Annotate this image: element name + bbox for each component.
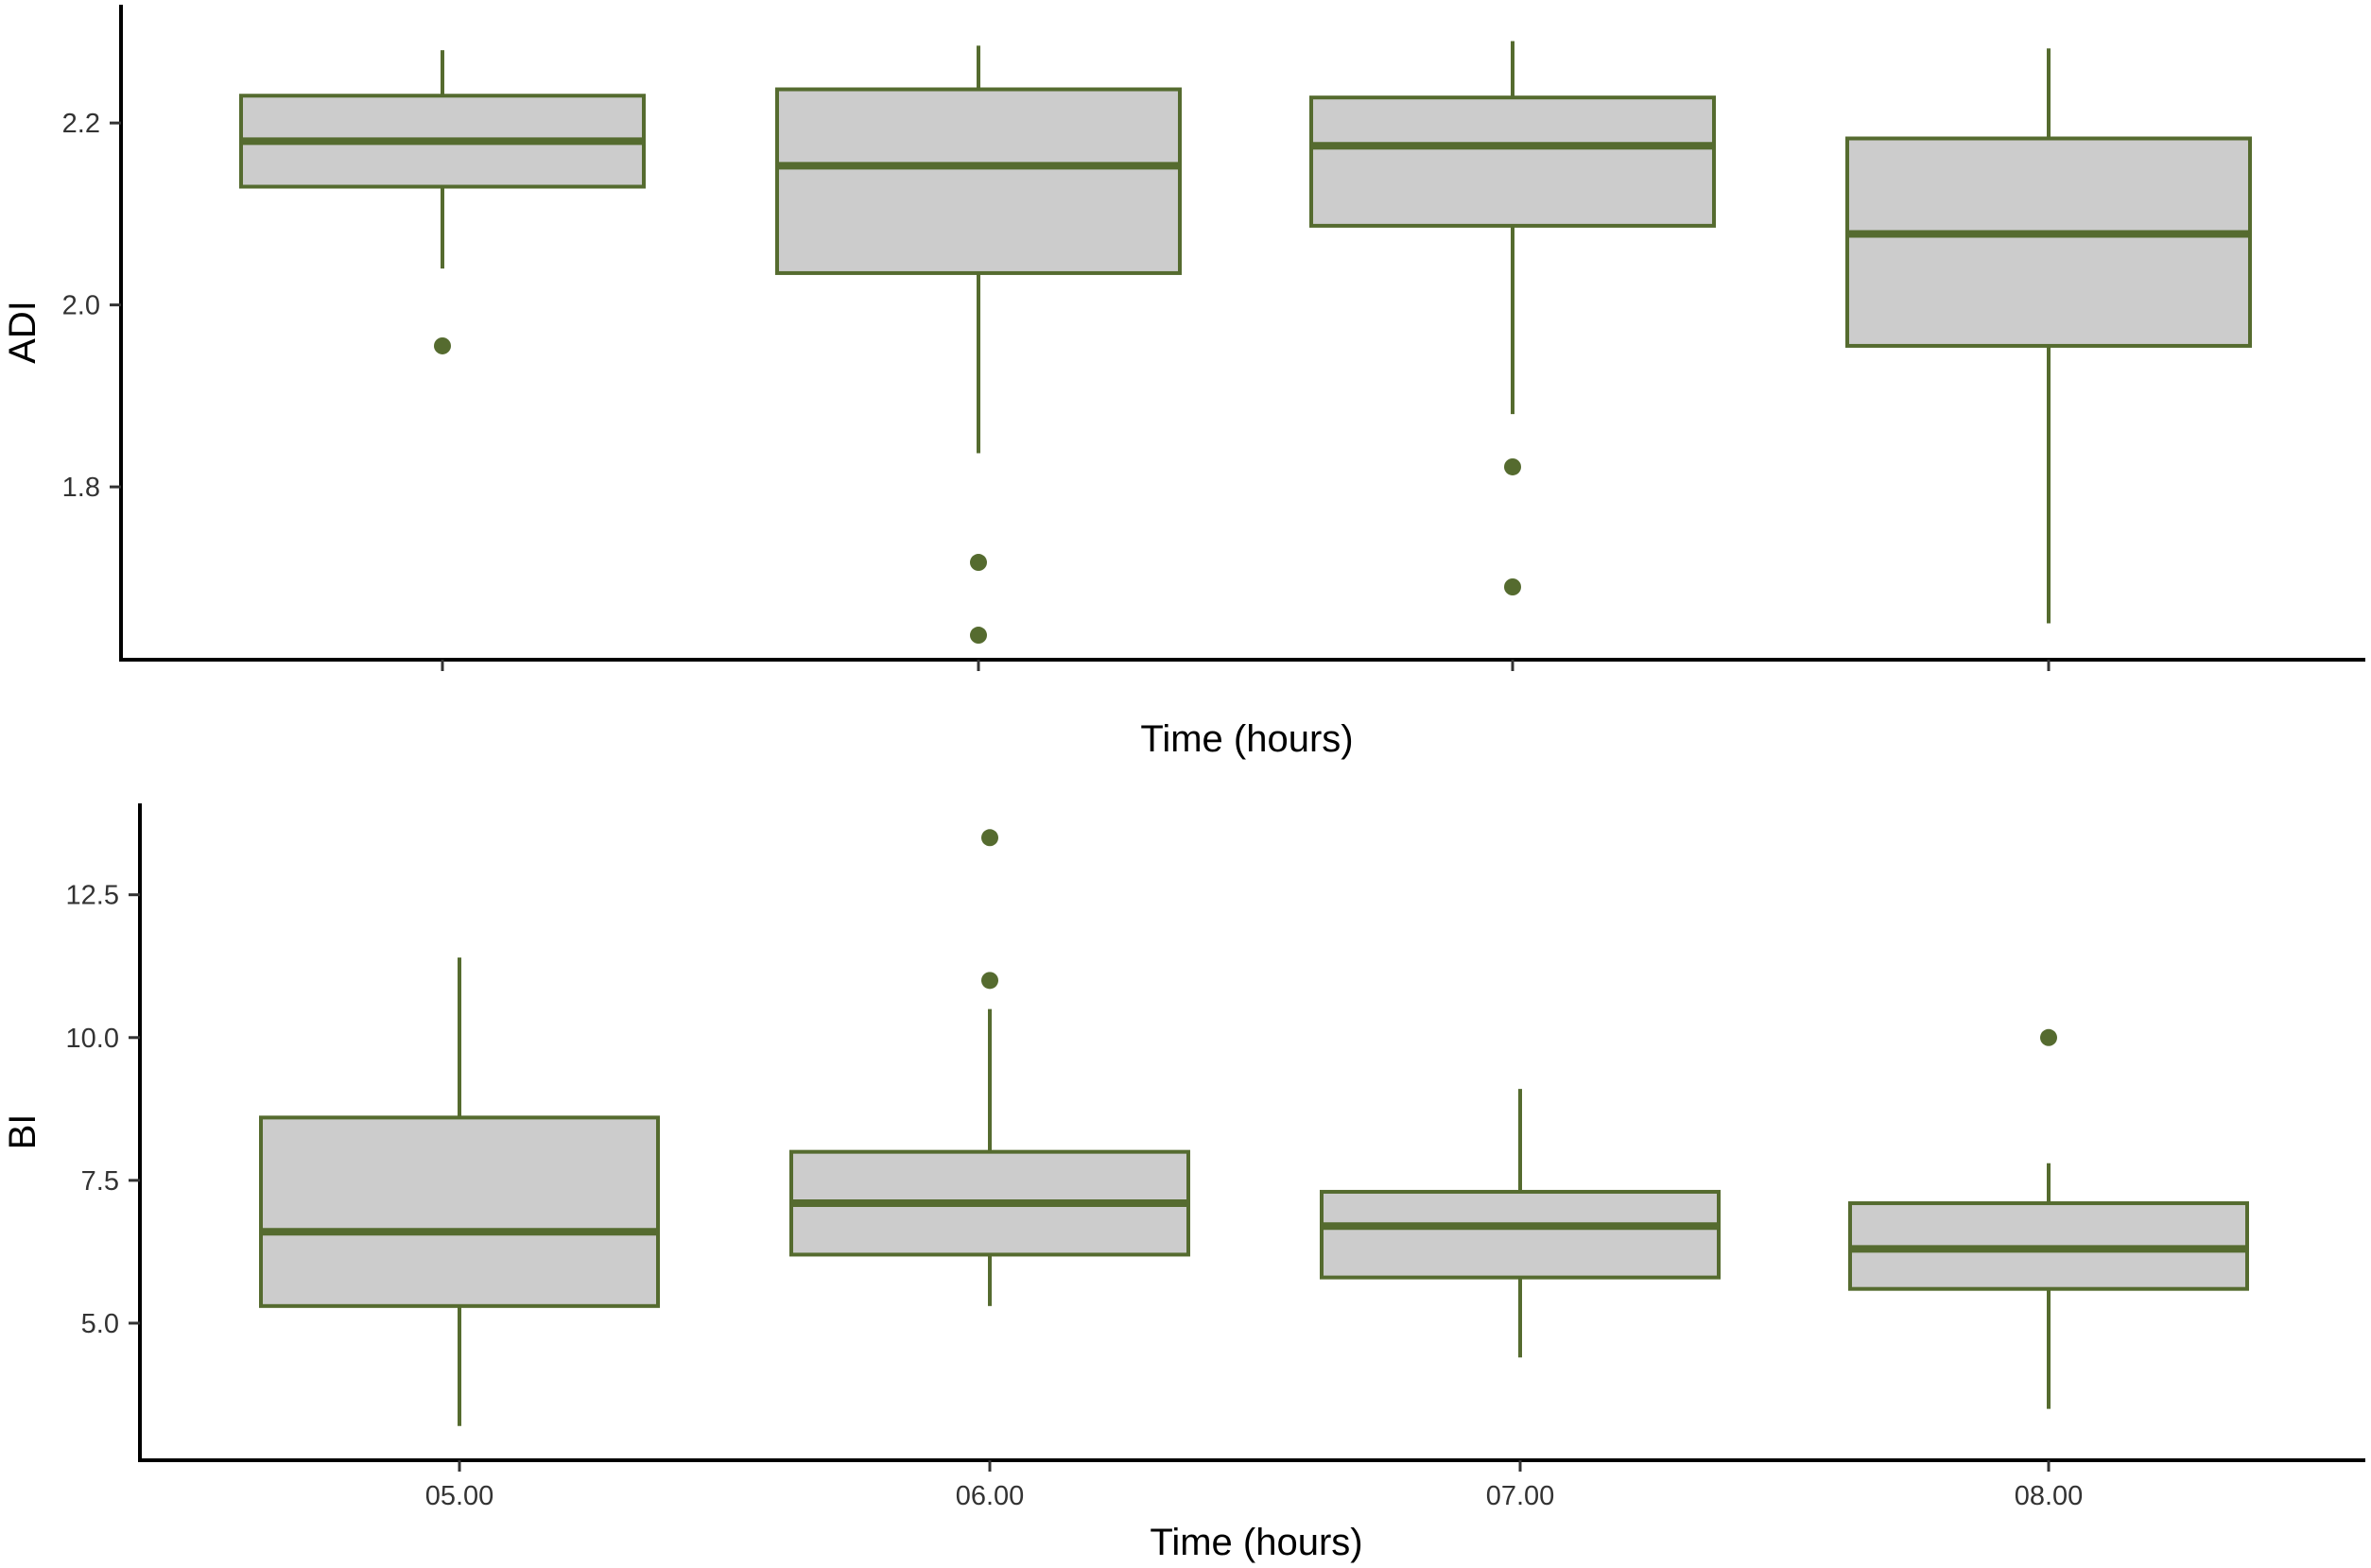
outlier-point — [981, 972, 998, 990]
iqr-box — [1320, 1189, 1721, 1280]
iqr-box — [1309, 95, 1716, 228]
box-05.00 — [259, 957, 660, 1426]
y-tick-label: 7.5 — [81, 1166, 119, 1197]
iqr-box — [775, 87, 1182, 275]
box-06.00 — [789, 829, 1190, 1306]
y-tick-label: 2.2 — [62, 109, 100, 139]
y-tick-label: 2.0 — [62, 291, 100, 321]
iqr-box — [1845, 136, 2252, 348]
y-axis-title: ADI — [2, 301, 43, 364]
outlier-point — [970, 554, 987, 572]
box-07.00 — [1309, 41, 1716, 595]
iqr-box — [259, 1115, 660, 1308]
y-axis-title: BI — [2, 1114, 43, 1150]
box-05.00 — [239, 50, 646, 354]
x-tick-label: 06.00 — [956, 1481, 1025, 1511]
box-07.00 — [1320, 1089, 1721, 1358]
y-tick-label: 5.0 — [81, 1309, 119, 1339]
box-08.00 — [1845, 48, 2252, 624]
x-tick-label: 07.00 — [1486, 1481, 1555, 1511]
outlier-point — [1504, 457, 1521, 475]
outlier-point — [434, 336, 451, 354]
outlier-point — [970, 627, 987, 645]
outlier-point — [1504, 578, 1521, 595]
y-tick-label: 10.0 — [66, 1024, 119, 1054]
y-tick-label: 1.8 — [62, 473, 100, 503]
y-tick-label: 12.5 — [66, 881, 119, 911]
x-axis-title: Time (hours) — [1150, 1522, 1362, 1563]
x-axis-title: Time (hours) — [1140, 718, 1353, 760]
adi-panel: 1.8 2.0 2.2 Time (hours) ADI — [2, 5, 2365, 760]
outlier-point — [2040, 1028, 2057, 1046]
outlier-point — [981, 829, 998, 847]
box-06.00 — [775, 45, 1182, 645]
bi-panel: 5.0 7.5 10.0 12.5 05.00 06.00 07.00 08.00 Time (… — [2, 803, 2365, 1563]
box-08.00 — [1848, 1028, 2249, 1409]
x-tick-label: 08.00 — [2015, 1481, 2084, 1511]
x-tick-label: 05.00 — [425, 1481, 494, 1511]
